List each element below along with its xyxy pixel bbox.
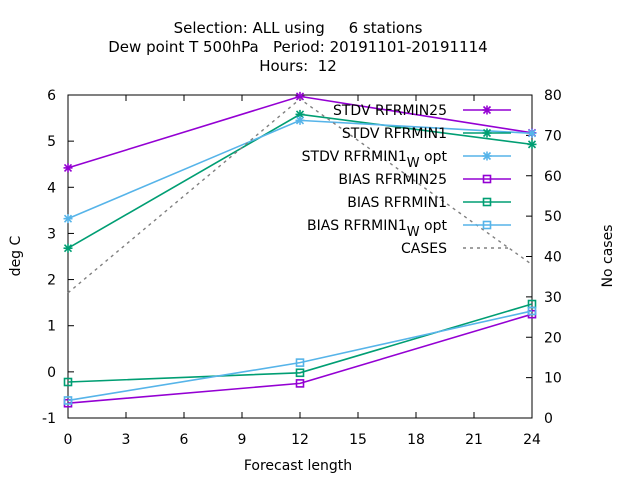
x-tick-label: 12 [291, 432, 309, 448]
legend-label: BIAS RFRMIN1 [347, 195, 447, 211]
series-6 [67, 98, 533, 294]
legend-marker [482, 128, 492, 138]
series-0 [63, 91, 537, 173]
x-axis-label: Forecast length [244, 458, 352, 474]
legend-label: STDV RFRMIN25 [333, 103, 447, 119]
y-tick-label: -1 [42, 411, 56, 427]
y-axis-label: deg C [8, 235, 24, 276]
legend-item: BIAS RFRMIN1W opt [307, 218, 511, 240]
y2-tick-label: 0 [544, 411, 553, 427]
series-line [67, 303, 533, 383]
x-tick-label: 6 [180, 432, 189, 448]
series-2 [63, 115, 537, 224]
data-point [527, 306, 537, 316]
x-tick-label: 0 [64, 432, 73, 448]
title-line-3: Hours: 12 [259, 57, 337, 75]
legend-item: BIAS RFRMIN1 [347, 195, 511, 211]
y2-tick-label: 50 [544, 209, 562, 225]
series-line [67, 310, 533, 402]
x-tick-label: 18 [407, 432, 425, 448]
x-tick-label: 21 [465, 432, 483, 448]
title-line-1: Selection: ALL using 6 stations [174, 19, 423, 37]
data-point [295, 379, 305, 388]
data-point [63, 214, 73, 224]
series-1 [63, 109, 537, 253]
y2-tick-label: 70 [544, 128, 562, 144]
y2-tick-label: 20 [544, 330, 562, 346]
x-tick-label: 24 [523, 432, 541, 448]
data-point [295, 358, 305, 367]
y2-axis-label: No cases [600, 225, 616, 288]
y-tick-label: 5 [47, 134, 56, 150]
y2-tick-label: 60 [544, 169, 562, 185]
series-5 [63, 306, 537, 405]
y-tick-label: 6 [47, 88, 56, 104]
legend-marker [482, 105, 492, 115]
y-tick-label: 3 [47, 226, 56, 242]
y-tick-label: 4 [47, 180, 56, 196]
y2-tick-label: 10 [544, 371, 562, 387]
data-point [295, 368, 305, 378]
legend-label: BIAS RFRMIN25 [338, 172, 447, 188]
legend-marker [482, 220, 492, 230]
y-tick-label: 1 [47, 319, 56, 335]
data-point [295, 115, 305, 125]
data-point [63, 163, 73, 173]
title-line-2: Dew point T 500hPa Period: 20191101-2019… [108, 38, 487, 56]
y-tick-label: 0 [47, 365, 56, 381]
legend-marker [482, 197, 492, 207]
data-point [63, 243, 73, 253]
legend-item: BIAS RFRMIN25 [338, 172, 511, 188]
series-line [67, 113, 533, 249]
legend-item: STDV RFRMIN25 [333, 103, 511, 119]
legend-item: STDV RFRMIN1 [342, 126, 511, 142]
y2-tick-label: 30 [544, 290, 562, 306]
legend: STDV RFRMIN25 STDV RFRMIN1 STDV RFRMIN1W o… [302, 103, 511, 257]
series-line [67, 95, 533, 169]
legend-marker [482, 151, 492, 161]
legend-label: BIAS RFRMIN1W opt [307, 218, 448, 240]
legend-item: STDV RFRMIN1W opt [302, 149, 511, 171]
legend-label: CASES [401, 241, 447, 257]
data-point [527, 139, 537, 149]
y2-tick-label: 80 [544, 88, 562, 104]
legend-label: STDV RFRMIN1W opt [302, 149, 448, 171]
y2-tick-label: 40 [544, 250, 562, 266]
series-4 [63, 299, 537, 387]
series-line [67, 98, 533, 294]
data-point [63, 396, 73, 405]
data-point [527, 128, 537, 138]
legend-item: CASES [401, 241, 511, 257]
x-tick-label: 9 [238, 432, 247, 448]
series-group [63, 91, 537, 408]
x-tick-label: 3 [122, 432, 131, 448]
legend-marker [482, 174, 492, 184]
y-tick-label: 2 [47, 273, 56, 289]
data-point [63, 377, 73, 387]
x-tick-label: 15 [349, 432, 367, 448]
legend-label: STDV RFRMIN1 [342, 126, 447, 142]
series-line [67, 313, 533, 405]
